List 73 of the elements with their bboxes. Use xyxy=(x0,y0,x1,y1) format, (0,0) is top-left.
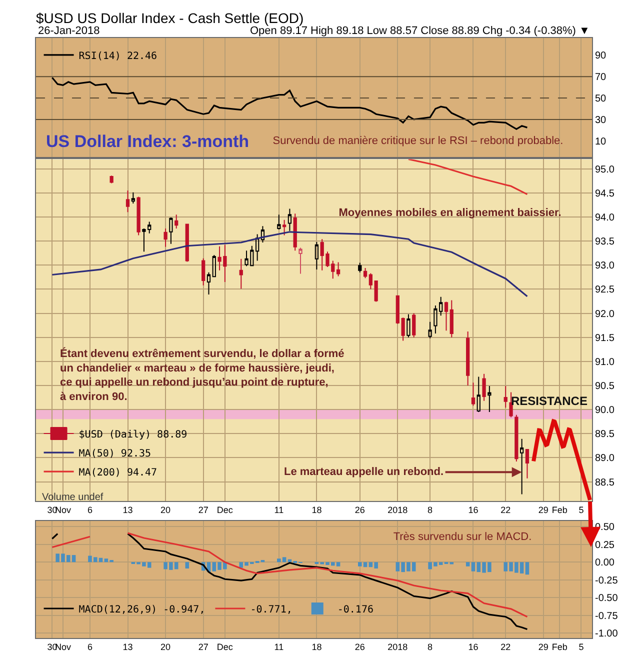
x-tick-label: 8 xyxy=(428,642,433,652)
x-tick-label: 11 xyxy=(274,642,284,652)
annotation: Étant devenu extrêmement survendu, le dollar a formé un chandelier « marteau » de forme haussière, jeudi, ce qui appelle un rebond jusqu’au point de rupture, à environ 90. xyxy=(60,347,344,403)
x-tick-label: 13 xyxy=(122,504,133,515)
y-tick-label: -1.00 xyxy=(595,628,618,640)
x-tick-label: 2018 xyxy=(388,642,408,652)
x-tick-label: 26 xyxy=(354,642,365,652)
x-tick-label: 20 xyxy=(160,642,171,652)
x-tick-label: 5 xyxy=(578,504,584,515)
x-tick-label: 22 xyxy=(500,642,511,652)
y-tick-label: 10 xyxy=(595,136,607,148)
chart-subtitle: 26-Jan-2018 xyxy=(38,25,100,37)
legend-label: -0.176 xyxy=(337,604,374,616)
text: Open 89.17 High 89.18 Low 88.57 Close 88.89 Chg -0.34 (-0.38%) ▼ xyxy=(250,25,590,37)
y-tick-label: 88.5 xyxy=(595,477,615,488)
y-tick-label: 89.5 xyxy=(595,429,615,440)
x-tick-label: 29 xyxy=(538,504,548,515)
y-tick-label: 90.0 xyxy=(595,405,615,416)
x-tick-label: 18 xyxy=(312,642,322,652)
x-tick-label: 27 xyxy=(198,504,208,515)
legend-label: MA(200) 94.47 xyxy=(78,467,158,478)
y-tick-label: 0.00 xyxy=(595,558,615,569)
annotation: Le marteau appelle un rebond. xyxy=(284,466,444,478)
x-tick-label: 29 xyxy=(538,642,548,652)
x-tick-label: 20 xyxy=(160,504,171,515)
y-tick-label: 89.0 xyxy=(595,453,615,464)
annotation: Très survendu sur le MACD. xyxy=(393,531,532,543)
y-tick-label: 91.0 xyxy=(595,356,615,368)
x-tick-label: 16 xyxy=(468,504,478,515)
y-tick-label: 93.5 xyxy=(595,236,615,248)
x-tick-label: 26 xyxy=(354,504,365,515)
annotation: Moyennes mobiles en alignement baissier. xyxy=(338,207,562,219)
x-tick-label: 5 xyxy=(578,642,584,652)
x-tick-label: 13 xyxy=(122,642,133,652)
y-tick-label: -0.75 xyxy=(595,610,618,622)
y-tick-label: 90.5 xyxy=(595,380,615,392)
y-tick-label: 92.5 xyxy=(595,284,615,296)
y-tick-label: 30 xyxy=(595,114,607,126)
x-tick-label: 6 xyxy=(87,642,92,652)
x-tick-label: Feb xyxy=(552,504,568,515)
x-tick-label: 16 xyxy=(468,642,478,652)
y-tick-label: 70 xyxy=(595,72,607,84)
annotation: Survendu de manière critique sur le RSI – rebond probable. xyxy=(272,135,564,147)
x-tick-label: 2018 xyxy=(388,504,408,515)
y-tick-label: 92.0 xyxy=(595,308,615,320)
y-tick-label: 90 xyxy=(595,50,607,62)
y-tick-label: 94.0 xyxy=(595,212,615,224)
x-tick-label: 18 xyxy=(312,504,322,515)
x-tick-label: 8 xyxy=(428,504,433,515)
x-tick-label: Feb xyxy=(552,642,568,652)
x-tick-label: 6 xyxy=(87,504,92,515)
legend-label: MACD(12,26,9) -0.947, xyxy=(78,604,206,616)
band-label: RESISTANCE xyxy=(511,394,588,408)
legend-label: MA(50) 92.35 xyxy=(78,448,152,460)
x-tick-label: Dec xyxy=(216,504,234,515)
y-tick-label: -0.50 xyxy=(595,593,618,604)
annotation: Volume undef xyxy=(42,492,104,503)
y-tick-label: 50 xyxy=(595,94,607,105)
legend-label: $USD (Daily) 88.89 xyxy=(78,429,188,440)
legend-label: RSI(14) 22.46 xyxy=(78,50,158,62)
y-tick-label: 95.0 xyxy=(595,164,615,176)
y-tick-label: 94.5 xyxy=(595,188,615,200)
x-tick-label: Dec xyxy=(216,642,234,652)
legend-label: -0.771, xyxy=(250,604,292,616)
y-tick-label: 0.25 xyxy=(595,540,615,551)
annotation: US Dollar Index: 3-month xyxy=(46,132,250,151)
x-tick-label: 22 xyxy=(500,504,511,515)
y-tick-label: 91.5 xyxy=(595,332,615,344)
x-tick-label: 11 xyxy=(274,504,284,515)
y-tick-label: -0.25 xyxy=(595,575,618,586)
chart-title: $USD US Dollar Index - Cash Settle (EOD) xyxy=(36,10,304,26)
x-tick-label: 27 xyxy=(198,642,208,652)
y-tick-label: 93.0 xyxy=(595,260,615,272)
